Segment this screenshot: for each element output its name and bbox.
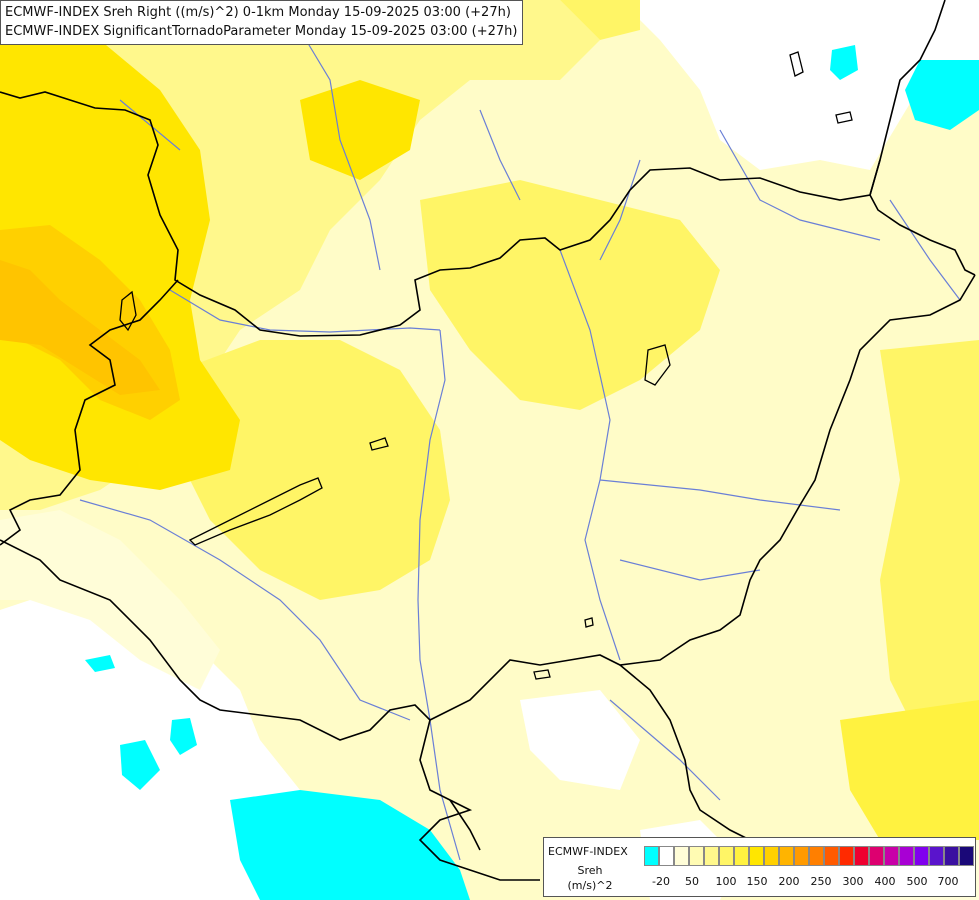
legend-swatch [839,846,854,866]
title-line-stp: ECMWF-INDEX SignificantTornadoParameter … [5,24,518,39]
legend-unit: (m/s)^2 [567,879,613,892]
legend-tick-label: 200 [778,875,800,888]
legend-swatch [854,846,869,866]
legend-tick-label: 700 [937,875,959,888]
legend-tick-label: 250 [810,875,832,888]
legend-swatch [869,846,884,866]
country-borders [0,0,976,881]
legend-swatch [779,846,794,866]
legend-swatch [914,846,929,866]
legend-title: ECMWF-INDEX [548,845,628,858]
legend-swatch [959,846,974,866]
legend-tick-label: 500 [906,875,928,888]
legend-swatch [809,846,824,866]
rivers [79,29,961,861]
legend-swatch [644,846,659,866]
legend-swatch [944,846,959,866]
legend-variable: Sreh [577,864,603,877]
legend-swatch [824,846,839,866]
legend-tick-label: 50 [685,875,699,888]
map-title-box: ECMWF-INDEX Sreh Right ((m/s)^2) 0-1km M… [0,0,524,45]
legend-swatch [689,846,704,866]
legend-swatch [749,846,764,866]
legend-tick-label: 150 [746,875,768,888]
color-legend: ECMWF-INDEX Sreh (m/s)^2 -20 50 100 150 200 2… [543,837,976,897]
lakes [119,51,853,680]
legend-swatch [734,846,749,866]
legend-tick-label: 100 [715,875,737,888]
title-line-sreh: ECMWF-INDEX Sreh Right ((m/s)^2) 0-1km M… [5,5,511,20]
legend-swatch [764,846,779,866]
legend-swatch [704,846,719,866]
legend-swatch [899,846,914,866]
legend-swatch [659,846,674,866]
legend-tick-label: 400 [874,875,896,888]
legend-swatch [794,846,809,866]
legend-tick-label: 300 [842,875,864,888]
legend-tick-label: -20 [652,875,670,888]
legend-swatch [884,846,899,866]
legend-swatch [719,846,734,866]
legend-swatch [674,846,689,866]
legend-swatch [929,846,944,866]
